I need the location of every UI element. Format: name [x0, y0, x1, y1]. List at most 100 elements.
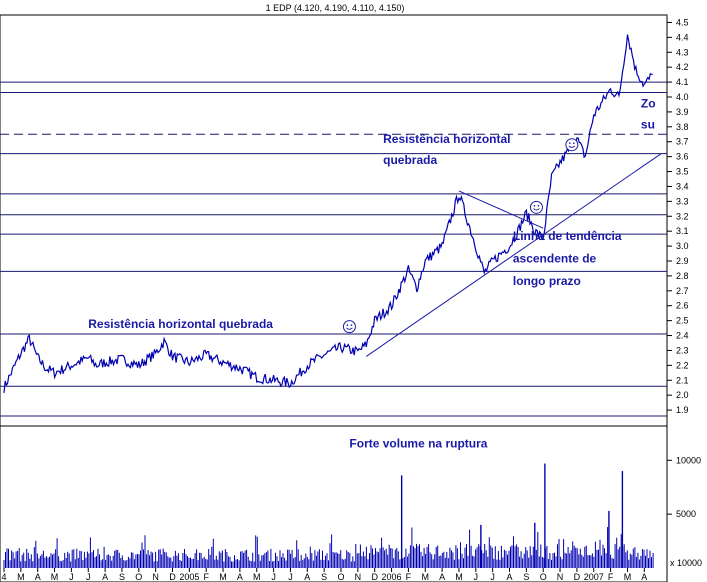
time-tick-label: D	[169, 572, 176, 582]
time-tick-label: A	[304, 572, 310, 582]
time-tick-label: D	[574, 572, 581, 582]
horizontal-lines	[0, 81, 667, 417]
time-tick-label: O	[540, 572, 547, 582]
annotation-label: Resistência horizontal quebrada	[88, 317, 273, 331]
price-tick-label: 2.7	[676, 286, 689, 296]
time-tick-label: N	[557, 572, 564, 582]
time-tick-label: J	[474, 572, 479, 582]
time-tick-label: J	[271, 572, 276, 582]
price-tick-label: 4.1	[676, 77, 689, 87]
smiley-mouth	[533, 208, 540, 211]
time-tick-label: 2006	[382, 572, 402, 582]
time-tick-label: F	[203, 572, 209, 582]
smiley-eye	[569, 142, 571, 145]
time-tick-label: F	[406, 572, 412, 582]
price-tick-label: 3.4	[676, 181, 689, 191]
annotation-label: ascendente de	[513, 251, 597, 265]
annotation-label: Zo	[641, 96, 656, 110]
price-tick-label: 4.4	[676, 32, 689, 42]
smiley-mouth	[568, 145, 576, 148]
time-tick-label: A	[439, 572, 445, 582]
price-tick-label: 2.6	[676, 301, 689, 311]
price-tick-label: 3.2	[676, 211, 689, 221]
smiley-eye	[346, 324, 349, 326]
price-tick-label: 3.5	[676, 167, 689, 177]
time-tick-label: J	[288, 572, 293, 582]
smiley-eye	[537, 205, 540, 207]
price-tick-label: 3.6	[676, 152, 689, 162]
time-tick-label: A	[35, 572, 41, 582]
volume-bar-group	[3, 527, 654, 568]
annotation-label: longo prazo	[513, 274, 581, 288]
price-axis: 1.9 2.0 2.1 2.2 2.3 2.4 2.5 2.6 2.7 2.8 2.9 3.0 3.1 3…	[0, 17, 689, 427]
annotation-label: Linha de tendência	[513, 229, 622, 243]
price-tick-label: 2.8	[676, 271, 689, 281]
price-tick-label: 3.7	[676, 137, 689, 147]
time-tick-label: A	[237, 572, 243, 582]
price-tick-label: 3.9	[676, 107, 689, 117]
time-tick-label: N	[355, 572, 362, 582]
price-series	[3, 34, 653, 393]
time-tick-label: F	[608, 572, 614, 582]
time-tick-label: M	[219, 572, 227, 582]
smiley-icon	[565, 138, 579, 152]
price-tick-label: 4.5	[676, 17, 689, 27]
trend-line	[365, 153, 662, 357]
price-tick-label: 4.0	[676, 92, 689, 102]
time-tick-label: N	[152, 572, 159, 582]
price-tick-label: 2.5	[676, 316, 689, 326]
time-tick-label: A	[102, 572, 108, 582]
time-tick-label: J	[490, 572, 495, 582]
price-tick-label: 3.3	[676, 196, 689, 206]
smiley-face	[342, 320, 356, 334]
volume-tick-label: 10000	[676, 455, 701, 465]
trend-line	[458, 190, 544, 229]
volume-scale-label: x 10000	[670, 558, 702, 568]
price-tick-label: 2.2	[676, 360, 689, 370]
price-tick-label: 4.2	[676, 62, 689, 72]
smiley-face	[565, 138, 579, 152]
time-tick-label: O	[135, 572, 142, 582]
annotation-label: Forte volume na ruptura	[349, 436, 487, 450]
volume-axis: 5000 10000 x 10000	[667, 455, 702, 568]
time-tick-label: 4	[1, 572, 6, 582]
smiley-icon	[529, 200, 543, 214]
time-tick-label: M	[51, 572, 59, 582]
smiley-mouth	[346, 327, 353, 330]
price-tick-label: 2.4	[676, 331, 689, 341]
time-tick-label: J	[86, 572, 91, 582]
smiley-eye	[350, 324, 353, 326]
price-tick-label: 3.1	[676, 226, 689, 236]
time-tick-label: O	[337, 572, 344, 582]
smiley-icon	[342, 320, 356, 334]
time-tick-label: M	[253, 572, 261, 582]
price-tick-label: 3.8	[676, 122, 689, 132]
annotation-label: su	[641, 117, 655, 131]
volume-bars	[3, 463, 654, 568]
trend-lines	[365, 153, 662, 357]
smiley-eye	[573, 142, 575, 145]
annotation-label: Resistência horizontal	[383, 132, 510, 146]
time-tick-label: S	[321, 572, 327, 582]
time-tick-label: S	[119, 572, 125, 582]
smiley-eye	[533, 205, 536, 207]
markers	[342, 138, 579, 334]
plot-frame	[0, 14, 668, 582]
smiley-face	[529, 200, 543, 214]
price-tick-label: 2.3	[676, 345, 689, 355]
price-tick-label: 3.0	[676, 241, 689, 251]
price-tick-label: 1.9	[676, 405, 689, 415]
price-tick-label: 2.9	[676, 256, 689, 266]
time-tick-label: 2007	[584, 572, 604, 582]
chart-title: 1 EDP (4.120, 4.190, 4.110, 4.150)	[266, 3, 405, 13]
volume-tick-label: 5000	[676, 509, 696, 519]
time-tick-label: M	[455, 572, 463, 582]
time-tick-label: S	[523, 572, 529, 582]
time-tick-label: M	[17, 572, 25, 582]
time-tick-label: D	[371, 572, 378, 582]
price-tick-label: 2.1	[676, 375, 689, 385]
time-tick-label: J	[69, 572, 74, 582]
time-tick-label: A	[506, 572, 512, 582]
annotation-label: quebrada	[383, 153, 437, 167]
